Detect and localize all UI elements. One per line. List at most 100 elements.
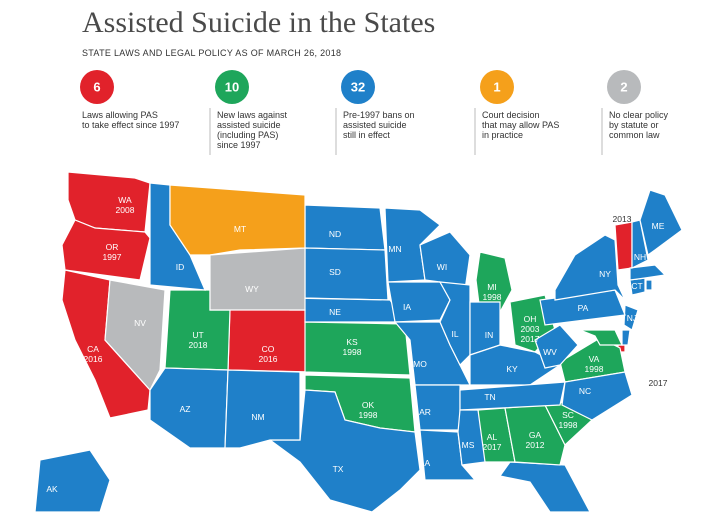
- state-shape: [457, 409, 486, 466]
- state-year: 2017: [483, 442, 502, 452]
- state-label: CO: [262, 344, 275, 354]
- state-year: 1997: [103, 252, 122, 262]
- subtitle: STATE LAWS AND LEGAL POLICY AS OF MARCH …: [82, 48, 341, 58]
- state-label: AR: [419, 407, 431, 417]
- title: Assisted Suicide in the States: [82, 6, 435, 39]
- state-year: 2016: [84, 354, 103, 364]
- state-year: 1998: [359, 410, 378, 420]
- state-label: PA: [578, 303, 589, 313]
- legend-text: Laws allowing PAS: [82, 110, 158, 120]
- state-year: 1998: [343, 347, 362, 357]
- state-shape: [561, 371, 633, 421]
- state-label: WV: [543, 347, 557, 357]
- state-label: NE: [329, 307, 341, 317]
- state-label: NJ: [627, 313, 637, 323]
- state-shape: [387, 281, 451, 323]
- state-label: CA: [87, 344, 99, 354]
- legend-text: assisted suicide: [217, 120, 281, 130]
- state-label: NY: [599, 269, 611, 279]
- state-label: CT: [631, 281, 642, 291]
- state-label: ID: [176, 262, 185, 272]
- legend-text: No clear policy: [609, 110, 669, 120]
- state-label: VA: [589, 354, 600, 364]
- legend-circle: [607, 70, 641, 104]
- state-shape: [639, 189, 683, 257]
- state-shape: [621, 329, 631, 346]
- state-shape: [304, 247, 389, 301]
- state-label: MI: [487, 282, 496, 292]
- legend-text: since 1997: [217, 140, 261, 150]
- legend-circle: [341, 70, 375, 104]
- state-year: 1998: [559, 420, 578, 430]
- legend-count: 32: [351, 79, 365, 94]
- map: [34, 171, 683, 512]
- state-shape: [559, 337, 626, 383]
- legend-text: assisted suicide: [343, 120, 407, 130]
- state-shape: [614, 221, 633, 271]
- state-label: MA: [668, 270, 681, 280]
- state-shape: [169, 184, 306, 256]
- state-label: MS: [462, 440, 475, 450]
- legend-circle: [480, 70, 514, 104]
- legend-text: in practice: [482, 130, 523, 140]
- state-label: ME: [652, 221, 665, 231]
- legend-text: to take effect since 1997: [82, 120, 179, 130]
- state-shape: [34, 449, 111, 512]
- state-label: RI: [654, 289, 663, 299]
- state-label: NC: [579, 386, 591, 396]
- state-shape: [498, 461, 591, 512]
- state-shape: [209, 247, 306, 311]
- state-shape: [419, 429, 477, 481]
- legend-count: 6: [93, 79, 100, 94]
- state-shape: [438, 281, 471, 367]
- state-year: 1998: [483, 292, 502, 302]
- state-year: 2017: [649, 378, 668, 388]
- legend-text: still in effect: [343, 130, 390, 140]
- state-shape: [579, 329, 623, 346]
- state-label: IA: [403, 302, 411, 312]
- legend-circle: [80, 70, 114, 104]
- state-shape: [459, 381, 566, 411]
- state-label: AZ: [180, 404, 191, 414]
- state-label: VT: [617, 204, 628, 214]
- state-label: MN: [388, 244, 401, 254]
- state-label: MD: [641, 340, 654, 350]
- state-shape: [554, 234, 626, 301]
- state-label: WY: [245, 284, 259, 294]
- state-label: OR: [106, 242, 119, 252]
- state-label: TN: [484, 392, 495, 402]
- state-label: DC: [652, 368, 664, 378]
- legend-count: 1: [493, 79, 500, 94]
- state-year: 2003: [521, 324, 540, 334]
- legend-text: common law: [609, 130, 660, 140]
- state-shape: [224, 369, 301, 449]
- state-label: OH: [524, 314, 537, 324]
- state-labels: WA2008OR1997CA2016CO2016VT2013DC2017UT20…: [46, 195, 680, 494]
- state-year: 1998: [585, 364, 604, 374]
- legend-text: that may allow PAS: [482, 120, 559, 130]
- legend-text: New laws against: [217, 110, 288, 120]
- state-shape: [629, 264, 667, 281]
- legend-circle: [215, 70, 249, 104]
- state-shape: [289, 297, 407, 323]
- legend-count: 2: [620, 79, 627, 94]
- state-label: DE: [629, 328, 641, 338]
- state-year: 2008: [116, 205, 135, 215]
- state-shape: [104, 279, 166, 392]
- state-label: SD: [329, 267, 341, 277]
- state-year: 2012: [526, 440, 545, 450]
- legend-text: Court decision: [482, 110, 540, 120]
- state-label: NM: [251, 412, 264, 422]
- legend-count: 10: [225, 79, 239, 94]
- state-label: IN: [485, 330, 494, 340]
- state-shape: [304, 321, 411, 376]
- legend-text: (including PAS): [217, 130, 278, 140]
- state-label: NH: [634, 252, 646, 262]
- state-label: UT: [192, 330, 203, 340]
- state-label: WI: [437, 262, 447, 272]
- state-label: WA: [118, 195, 132, 205]
- state-shape: [631, 219, 649, 269]
- state-label: KY: [506, 364, 518, 374]
